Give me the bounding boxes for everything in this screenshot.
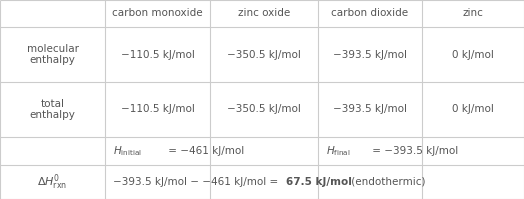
Text: = −461 kJ/mol: = −461 kJ/mol	[165, 146, 244, 156]
Text: 0 kJ/mol: 0 kJ/mol	[452, 50, 494, 60]
Text: $H_{\rm final}$: $H_{\rm final}$	[326, 144, 351, 158]
Text: −110.5 kJ/mol: −110.5 kJ/mol	[121, 104, 194, 114]
Text: molecular
enthalpy: molecular enthalpy	[27, 44, 79, 65]
Text: carbon dioxide: carbon dioxide	[332, 9, 409, 19]
Text: 67.5 kJ/mol: 67.5 kJ/mol	[286, 177, 352, 187]
Text: −350.5 kJ/mol: −350.5 kJ/mol	[227, 50, 301, 60]
Text: $H_{\rm initial}$: $H_{\rm initial}$	[113, 144, 142, 158]
Text: −350.5 kJ/mol: −350.5 kJ/mol	[227, 104, 301, 114]
Text: −110.5 kJ/mol: −110.5 kJ/mol	[121, 50, 194, 60]
Text: −393.5 kJ/mol − −461 kJ/mol =: −393.5 kJ/mol − −461 kJ/mol =	[113, 177, 281, 187]
Text: −393.5 kJ/mol: −393.5 kJ/mol	[333, 50, 407, 60]
Text: total
enthalpy: total enthalpy	[29, 99, 75, 120]
Text: zinc oxide: zinc oxide	[238, 9, 290, 19]
Text: (endothermic): (endothermic)	[348, 177, 425, 187]
Text: = −393.5 kJ/mol: = −393.5 kJ/mol	[369, 146, 458, 156]
Text: zinc: zinc	[463, 9, 484, 19]
Text: 0 kJ/mol: 0 kJ/mol	[452, 104, 494, 114]
Text: −393.5 kJ/mol: −393.5 kJ/mol	[333, 104, 407, 114]
Text: $\Delta H^0_{\rm rxn}$: $\Delta H^0_{\rm rxn}$	[37, 172, 68, 192]
Text: carbon monoxide: carbon monoxide	[112, 9, 203, 19]
